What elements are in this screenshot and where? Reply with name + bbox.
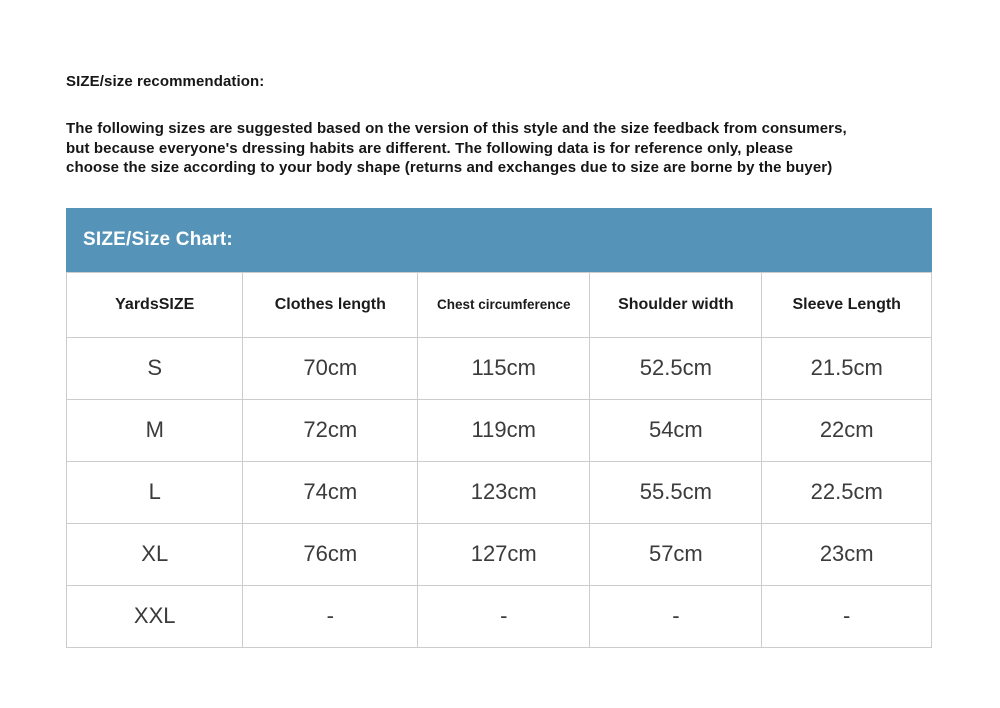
shoulder-width-cell: 57cm	[589, 522, 763, 586]
chest-circumference-cell: 123cm	[417, 460, 591, 524]
table-row-xl: XL 76cm 127cm 57cm 23cm	[65, 522, 932, 586]
column-header-shoulder-width: Shoulder width	[589, 271, 763, 338]
clothes-length-cell: 70cm	[242, 336, 419, 400]
intro-paragraph: The following sizes are suggested based …	[66, 119, 934, 178]
shoulder-width-cell: 54cm	[589, 398, 763, 462]
sleeve-length-cell: 22.5cm	[761, 460, 932, 524]
table-row-l: L 74cm 123cm 55.5cm 22.5cm	[65, 460, 932, 524]
clothes-length-cell: 76cm	[242, 522, 419, 586]
column-header-sleeve-length: Sleeve Length	[761, 271, 932, 338]
size-label-cell: S	[65, 336, 244, 400]
chest-circumference-cell: 115cm	[417, 336, 591, 400]
clothes-length-cell: 74cm	[242, 460, 419, 524]
header-row: YardsSIZE Clothes length Chest circumfer…	[65, 271, 932, 338]
size-label-cell: XXL	[65, 584, 244, 648]
chest-circumference-cell: -	[417, 584, 591, 648]
intro-line: choose the size according to your body s…	[66, 159, 833, 176]
shoulder-width-cell: 55.5cm	[589, 460, 763, 524]
chart-title-bar: SIZE/Size Chart:	[66, 207, 932, 272]
size-label-cell: M	[65, 398, 244, 462]
shoulder-width-cell: 52.5cm	[589, 336, 763, 400]
sleeve-length-cell: 21.5cm	[761, 336, 932, 400]
table-row-xxl: XXL - - - -	[65, 584, 932, 648]
chest-circumference-cell: 119cm	[417, 398, 591, 462]
size-chart-section: SIZE/Size Chart: YardsSIZE Clothes lengt…	[65, 207, 932, 648]
page-heading: SIZE/size recommendation:	[66, 73, 265, 90]
intro-line: The following sizes are suggested based …	[66, 120, 847, 137]
sleeve-length-cell: -	[761, 584, 932, 648]
size-label-cell: L	[65, 460, 244, 524]
column-header-chest-circumference: Chest circumference	[417, 271, 591, 338]
shoulder-width-cell: -	[589, 584, 763, 648]
column-header-size: YardsSIZE	[65, 271, 244, 338]
table-row-m: M 72cm 119cm 54cm 22cm	[65, 398, 932, 462]
clothes-length-cell: -	[242, 584, 419, 648]
table-row-s: S 70cm 115cm 52.5cm 21.5cm	[65, 336, 932, 400]
size-table: YardsSIZE Clothes length Chest circumfer…	[65, 271, 932, 648]
sleeve-length-cell: 23cm	[761, 522, 932, 586]
intro-line: but because everyone's dressing habits a…	[66, 139, 794, 157]
sleeve-length-cell: 22cm	[761, 398, 932, 462]
page-content: SIZE/size recommendation: The following …	[65, 73, 934, 648]
clothes-length-cell: 72cm	[242, 398, 419, 462]
size-label-cell: XL	[65, 522, 244, 586]
chest-circumference-cell: 127cm	[417, 522, 591, 586]
chart-title: SIZE/Size Chart:	[83, 228, 233, 250]
column-header-clothes-length: Clothes length	[242, 271, 419, 338]
